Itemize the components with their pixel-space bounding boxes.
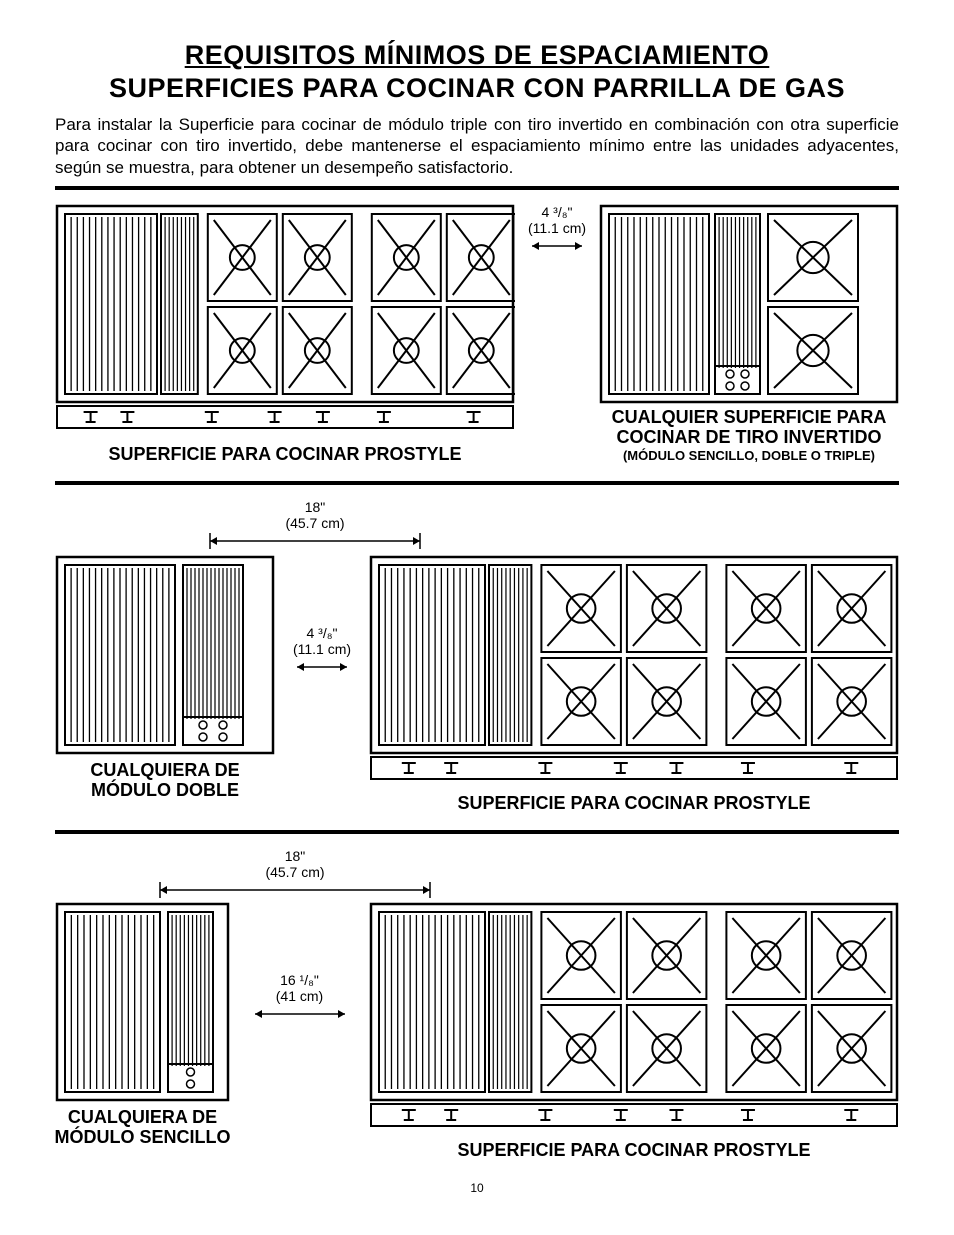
caption-single: CUALQUIERA DE MÓDULO SENCILLO bbox=[43, 1108, 243, 1148]
section-2: 18" (45.7 cm) CUALQUIERA DE MÓDULO DOBLE… bbox=[55, 491, 899, 824]
page-title-1: REQUISITOS MÍNIMOS DE ESPACIAMIENTO bbox=[55, 40, 899, 71]
section-3: 18" (45.7 cm) CUALQUIERA DE MÓDULO SENCI… bbox=[55, 840, 899, 1171]
dim-3-in: 18" bbox=[285, 848, 306, 864]
dim-arrow-3 bbox=[155, 880, 435, 900]
caption-double: CUALQUIERA DE MÓDULO DOBLE bbox=[55, 761, 275, 801]
diagram-prostyle-3 bbox=[369, 902, 899, 1137]
dim-1-in: 4 ³/₈" bbox=[541, 204, 572, 220]
caption-prostyle-3: SUPERFICIE PARA COCINAR PROSTYLE bbox=[457, 1141, 810, 1161]
dim-1: 4 ³/₈" (11.1 cm) bbox=[527, 204, 587, 256]
dim-2-cm: (45.7 cm) bbox=[285, 515, 344, 531]
caption-downdraft-sub: (MÓDULO SENCILLO, DOBLE O TRIPLE) bbox=[599, 449, 899, 463]
diagram-double-module bbox=[55, 555, 275, 755]
dim-arrow-3-mid bbox=[250, 1004, 350, 1024]
dim-3-mid-in: 16 ¹/₈" bbox=[280, 972, 319, 988]
diagram-single-module bbox=[55, 902, 230, 1102]
dim-2-mid-cm: (11.1 cm) bbox=[293, 641, 351, 657]
dim-1-cm: (11.1 cm) bbox=[528, 220, 586, 236]
page-number: 10 bbox=[55, 1181, 899, 1195]
dim-3-mid: 16 ¹/₈" (41 cm) bbox=[250, 972, 350, 1024]
divider bbox=[55, 830, 899, 834]
caption-downdraft-main: CUALQUIER SUPERFICIE PARA COCINAR DE TIR… bbox=[612, 407, 887, 447]
caption-prostyle-2: SUPERFICIE PARA COCINAR PROSTYLE bbox=[457, 794, 810, 814]
dim-arrow-2 bbox=[205, 531, 425, 551]
dim-3-mid-cm: (41 cm) bbox=[276, 988, 323, 1004]
dim-2-in: 18" bbox=[305, 499, 326, 515]
divider bbox=[55, 481, 899, 485]
diagram-prostyle-2 bbox=[369, 555, 899, 790]
diagram-prostyle-1 bbox=[55, 204, 515, 439]
page-title-2: SUPERFICIES PARA COCINAR CON PARRILLA DE… bbox=[55, 73, 899, 104]
divider bbox=[55, 186, 899, 190]
diagram-downdraft bbox=[599, 204, 899, 404]
intro-paragraph: Para instalar la Superficie para cocinar… bbox=[55, 114, 899, 178]
dim-2-mid: 4 ³/₈" (11.1 cm) bbox=[292, 625, 352, 677]
dim-3-cm: (45.7 cm) bbox=[265, 864, 324, 880]
dim-3-top: 18" (45.7 cm) bbox=[155, 848, 435, 900]
section-1: SUPERFICIE PARA COCINAR PROSTYLE 4 ³/₈" … bbox=[55, 196, 899, 475]
dim-2-mid-in: 4 ³/₈" bbox=[306, 625, 337, 641]
caption-downdraft: CUALQUIER SUPERFICIE PARA COCINAR DE TIR… bbox=[599, 408, 899, 464]
dim-arrow-2-mid bbox=[292, 657, 352, 677]
dim-2-top: 18" (45.7 cm) bbox=[205, 499, 425, 551]
dim-arrow-1 bbox=[527, 236, 587, 256]
caption-prostyle-1: SUPERFICIE PARA COCINAR PROSTYLE bbox=[108, 445, 461, 465]
